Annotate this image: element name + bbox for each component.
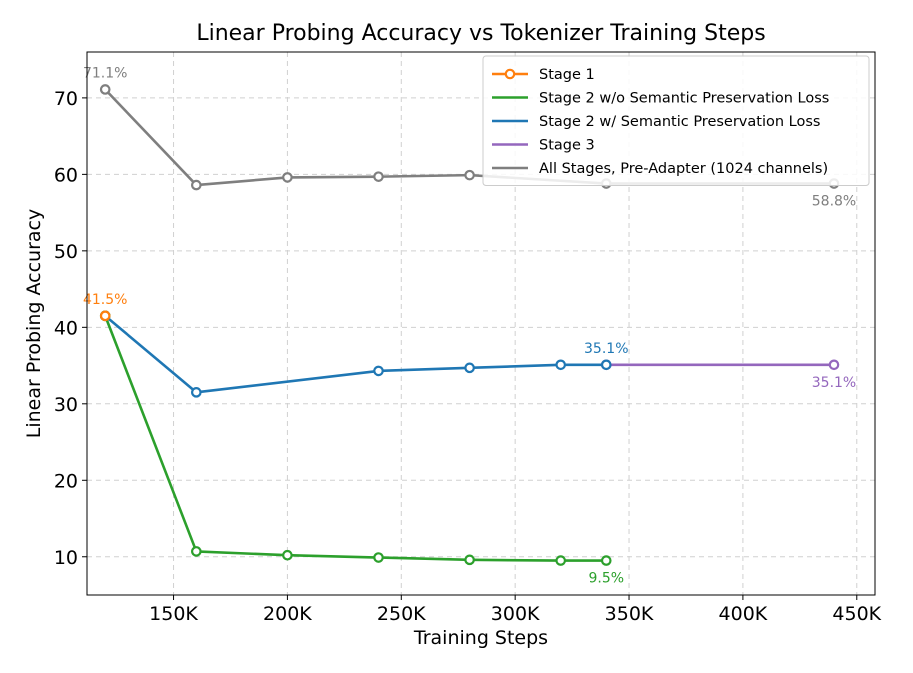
y-tick-label: 40	[54, 317, 78, 339]
x-tick-label: 150K	[149, 603, 198, 625]
data-label: 58.8%	[812, 194, 856, 210]
plot-frame	[86, 51, 876, 596]
data-point-series-4	[191, 179, 202, 191]
y-tick-label: 60	[54, 164, 78, 186]
data-point-series-1	[464, 554, 475, 566]
data-point-series-4	[464, 169, 475, 181]
y-tick-label: 30	[54, 394, 78, 416]
x-tick-label: 350K	[605, 603, 654, 625]
data-point-series-1	[373, 552, 384, 563]
data-point-series-0	[99, 310, 111, 322]
data-point-series-4	[373, 171, 384, 182]
x-tick-label: 400K	[719, 603, 768, 625]
data-point-series-1	[555, 555, 567, 566]
data-label: 71.1%	[83, 65, 127, 81]
legend-entry-label: Stage 2 w/ Semantic Preservation Loss	[539, 114, 820, 130]
legend-entry-label: Stage 1	[539, 67, 595, 83]
legend-entry-label: All Stages, Pre-Adapter (1024 channels)	[539, 161, 828, 177]
data-point-series-1	[282, 549, 293, 561]
data-point-series-3	[828, 359, 840, 371]
x-tick-label: 250K	[377, 603, 426, 625]
data-point-series-4	[282, 172, 293, 183]
legend-swatch-marker	[504, 68, 516, 80]
y-tick-label: 20	[54, 470, 78, 492]
y-tick-label: 70	[54, 88, 78, 110]
legend: Stage 1 Stage 2 w/o Semantic Preservation…	[482, 55, 870, 186]
x-tick-label: 200K	[263, 603, 312, 625]
series-markers	[99, 84, 840, 566]
data-label: 41.5%	[83, 292, 127, 308]
data-point-series-2	[464, 362, 475, 374]
y-tick-label: 10	[54, 547, 78, 569]
data-label: 35.1%	[812, 375, 856, 391]
x-axis-label: Training Steps	[413, 627, 548, 649]
data-point-series-4	[99, 84, 111, 95]
data-label: 9.5%	[588, 571, 624, 587]
data-point-series-2	[600, 359, 612, 371]
data-point-series-1	[191, 546, 202, 557]
series-line-1	[103, 314, 608, 562]
data-point-series-1	[600, 555, 612, 566]
data-labels: 71.1% 58.8% 41.5% 35.1% 35.1% 9.5%	[83, 65, 856, 586]
x-tick-label: 300K	[491, 603, 540, 625]
y-tick-label: 50	[54, 241, 78, 263]
legend-entry-label: Stage 3	[539, 138, 595, 154]
series-line-2	[103, 314, 608, 394]
legend-entry-label: Stage 2 w/o Semantic Preservation Loss	[539, 91, 829, 107]
chart-title: Linear Probing Accuracy vs Tokenizer Tra…	[196, 21, 765, 46]
data-point-series-2	[555, 359, 567, 371]
axis-ticks: 150K 200K 250K 300K 350K 400K 450K 10 20 30 40 50 60…	[54, 88, 882, 625]
y-axis-label: Linear Probing Accuracy	[23, 209, 45, 438]
x-tick-label: 450K	[832, 603, 881, 625]
data-point-series-2	[191, 387, 202, 398]
data-label: 35.1%	[584, 341, 628, 357]
data-point-series-2	[373, 365, 384, 377]
legend-frame	[482, 55, 870, 186]
